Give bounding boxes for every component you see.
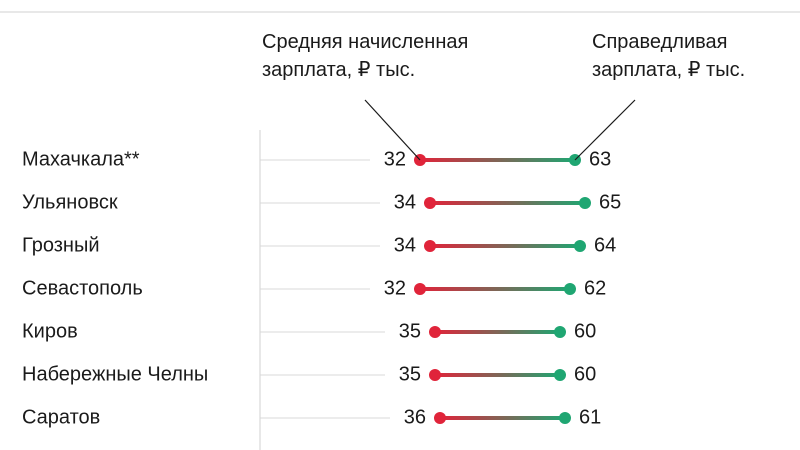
value-label: 64 [594,234,616,256]
value-label: 34 [394,191,416,213]
connector [430,244,580,248]
dot-average [424,197,436,209]
value-label: 60 [574,363,596,385]
legend-left: Средняя начисленная зарплата, ₽ тыс. [262,31,469,81]
category-label: Грозный [22,234,100,256]
value-label: 61 [579,406,601,428]
value-label: 32 [384,148,406,170]
dot-average [429,326,441,338]
category-label: Киров [22,320,78,342]
dot-average [424,240,436,252]
category-label: Махачкала** [22,148,140,170]
dot-fair [554,326,566,338]
leader-line [364,99,421,161]
value-label: 35 [399,320,421,342]
dot-fair [564,283,576,295]
legend-right: Справедливая зарплата, ₽ тыс. [592,31,746,81]
dot-fair [574,240,586,252]
value-label: 65 [599,191,621,213]
value-label: 63 [589,148,611,170]
connector [435,373,560,377]
connector [420,158,575,162]
dot-average [434,412,446,424]
dot-average [429,369,441,381]
value-label: 32 [384,277,406,299]
dot-average [414,283,426,295]
connector [430,201,585,205]
category-label: Ульяновск [22,191,118,213]
value-label: 35 [399,363,421,385]
value-label: 62 [584,277,606,299]
category-label: Набережные Челны [22,363,208,385]
connector [420,287,570,291]
category-label: Саратов [22,406,100,428]
dot-fair [554,369,566,381]
value-label: 34 [394,234,416,256]
value-label: 60 [574,320,596,342]
dot-fair [579,197,591,209]
connector [435,330,560,334]
category-label: Севастополь [22,277,143,299]
value-label: 36 [404,406,426,428]
dot-fair [559,412,571,424]
connector [440,416,565,420]
leader-line [574,99,636,161]
